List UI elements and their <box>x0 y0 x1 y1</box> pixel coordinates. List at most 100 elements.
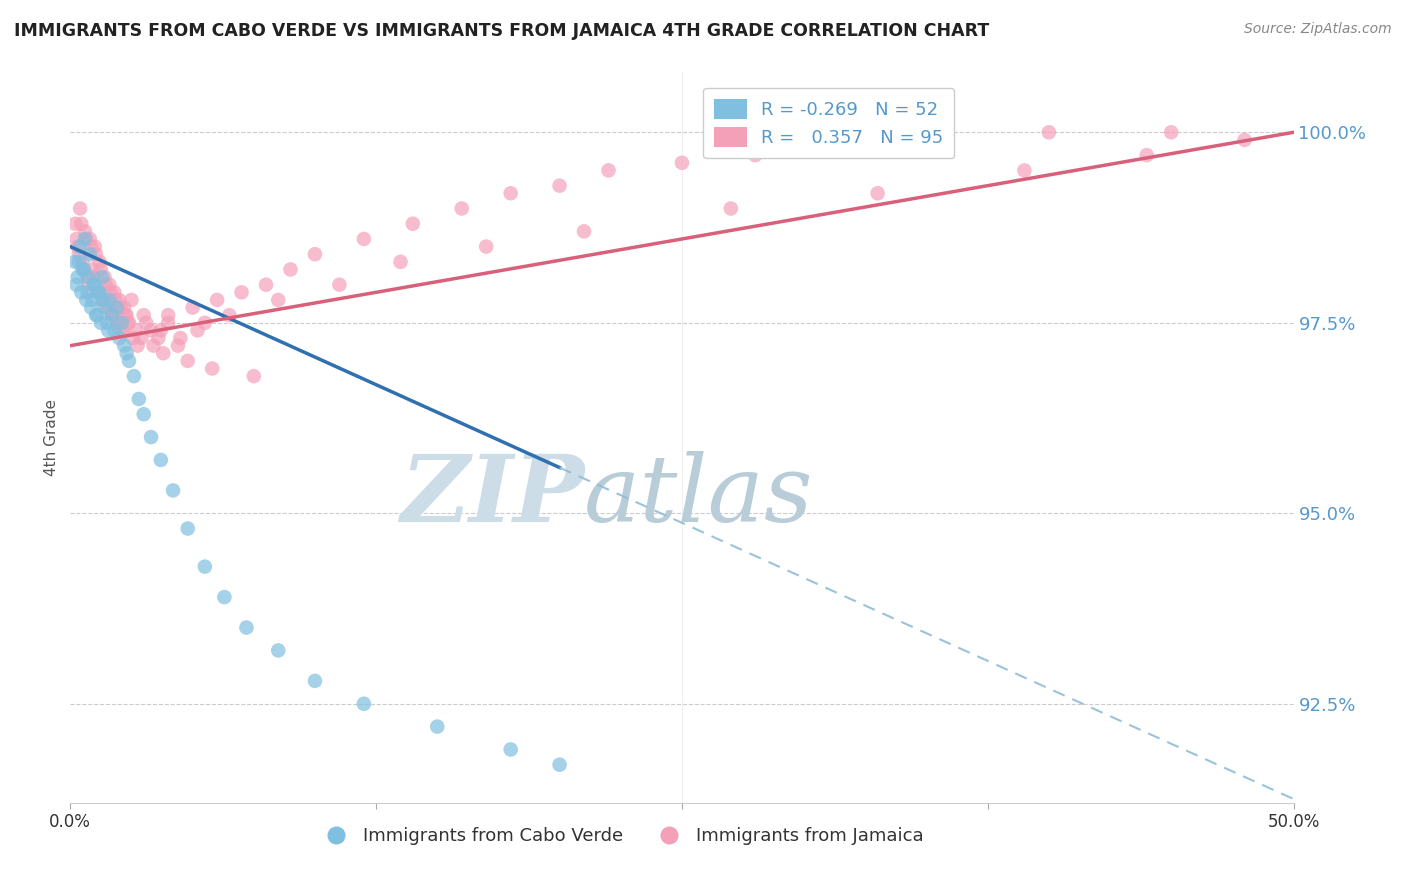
Point <box>100 285 122 300</box>
Point <box>73 262 96 277</box>
Point <box>83 239 105 253</box>
Point <box>107 316 129 330</box>
Point <box>267 643 290 657</box>
Point <box>194 559 217 574</box>
Point <box>254 277 277 292</box>
Point <box>76 270 98 285</box>
Point <box>231 285 253 300</box>
Point <box>86 308 108 322</box>
Point <box>98 277 121 292</box>
Point <box>69 202 91 216</box>
Text: atlas: atlas <box>583 450 814 541</box>
Point <box>94 277 117 292</box>
Point <box>142 338 165 352</box>
Point <box>66 239 89 253</box>
Point <box>97 323 120 337</box>
Point <box>84 308 107 322</box>
Point <box>129 331 152 345</box>
Point <box>112 338 135 352</box>
Point <box>105 301 128 315</box>
Point <box>162 483 184 498</box>
Point <box>73 224 96 238</box>
Point <box>75 232 97 246</box>
Point <box>598 163 620 178</box>
Point <box>243 369 266 384</box>
Point <box>499 742 522 756</box>
Point <box>69 239 91 253</box>
Point <box>82 293 104 307</box>
Point <box>84 247 107 261</box>
Point <box>1160 125 1182 139</box>
Point <box>149 323 172 337</box>
Point <box>72 262 94 277</box>
Point <box>80 239 103 253</box>
Point <box>132 308 155 322</box>
Point <box>70 217 93 231</box>
Point <box>108 293 131 307</box>
Point <box>793 140 815 154</box>
Point <box>91 270 114 285</box>
Point <box>135 316 157 330</box>
Point <box>426 720 449 734</box>
Point <box>97 301 120 315</box>
Legend: Immigrants from Cabo Verde, Immigrants from Jamaica: Immigrants from Cabo Verde, Immigrants f… <box>311 820 931 852</box>
Point <box>110 301 132 315</box>
Point <box>83 270 105 285</box>
Point <box>720 202 742 216</box>
Point <box>304 673 326 688</box>
Point <box>89 285 111 300</box>
Point <box>218 308 240 322</box>
Point <box>93 270 115 285</box>
Point <box>205 293 228 307</box>
Point <box>177 522 200 536</box>
Point <box>744 148 766 162</box>
Point <box>671 155 693 169</box>
Text: Source: ZipAtlas.com: Source: ZipAtlas.com <box>1244 22 1392 37</box>
Point <box>79 247 101 261</box>
Point <box>139 430 162 444</box>
Point <box>77 270 100 285</box>
Point <box>82 262 104 277</box>
Point <box>98 293 121 307</box>
Point <box>177 354 200 368</box>
Point <box>167 338 190 352</box>
Point <box>63 217 86 231</box>
Point <box>75 293 97 307</box>
Point <box>157 316 180 330</box>
Point <box>866 186 889 201</box>
Point <box>1038 125 1060 139</box>
Point <box>76 285 98 300</box>
Point <box>169 331 191 345</box>
Point <box>96 301 118 315</box>
Point <box>117 316 139 330</box>
Point <box>353 697 375 711</box>
Point <box>103 323 125 337</box>
Point <box>128 392 150 406</box>
Point <box>115 346 138 360</box>
Point <box>548 757 571 772</box>
Point <box>125 323 148 337</box>
Point <box>548 178 571 193</box>
Point <box>1014 163 1036 178</box>
Text: ZIP: ZIP <box>399 450 583 541</box>
Point <box>83 277 105 292</box>
Point <box>121 331 143 345</box>
Point <box>91 293 114 307</box>
Point <box>389 255 412 269</box>
Point <box>93 301 115 315</box>
Point <box>111 323 134 337</box>
Point <box>122 369 145 384</box>
Point <box>450 202 472 216</box>
Point <box>201 361 224 376</box>
Point <box>73 232 96 246</box>
Point <box>104 293 127 307</box>
Point <box>65 277 87 292</box>
Point <box>114 308 136 322</box>
Point <box>96 316 118 330</box>
Point <box>235 621 257 635</box>
Point <box>127 338 149 352</box>
Point <box>132 407 155 421</box>
Point <box>108 331 131 345</box>
Point <box>121 293 143 307</box>
Point <box>87 285 110 300</box>
